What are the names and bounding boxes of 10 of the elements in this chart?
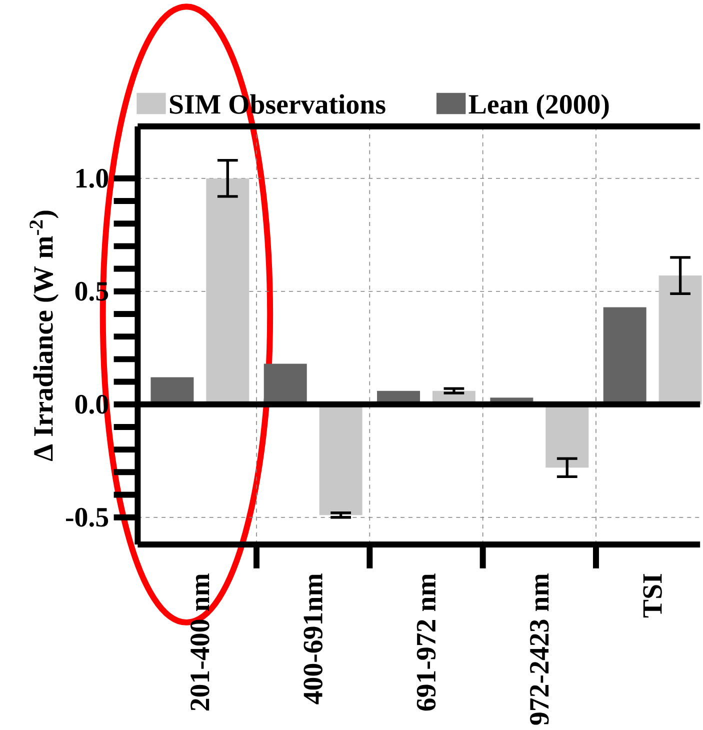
x-tick-label: TSI [643,574,662,618]
y-tick-label: 1.0 [76,168,108,188]
bar [658,276,702,404]
y-axis-title: Δ Irradiance (W m$^{-2}$) [30,210,59,462]
x-tick-label: 400-691nm [304,574,322,704]
x-tick-label: 691-972 nm [416,574,436,711]
legend-label: Lean (2000) [468,94,609,120]
x-tick-label: 972-2423 nm [530,574,549,725]
y-tick-label: -0.5 [66,508,108,527]
x-tick-label: 201-400 nm [190,574,210,710]
